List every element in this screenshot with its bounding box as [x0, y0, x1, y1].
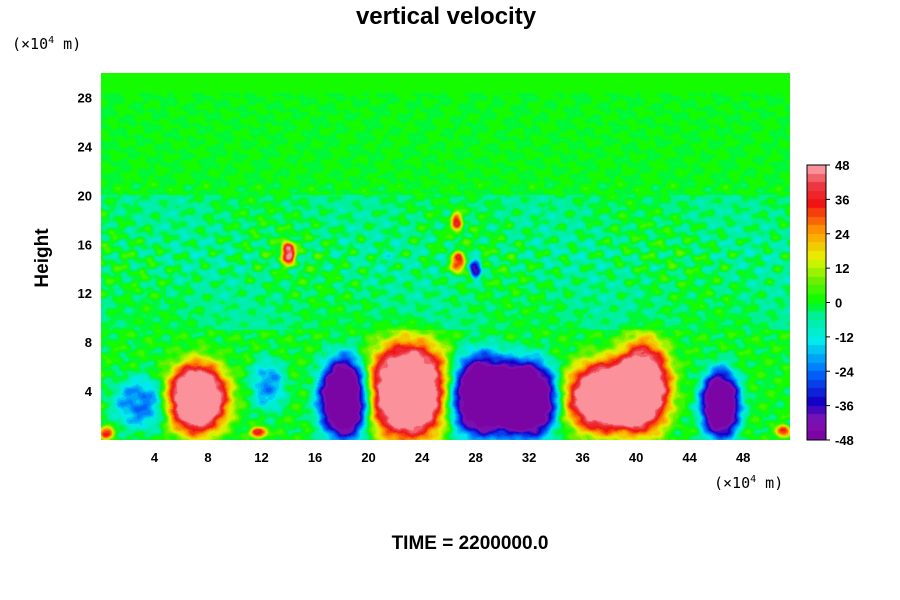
colorbar-tick-group: 48 36 24 12 0 -12 -24 -36 -48 — [826, 158, 855, 448]
x-tick-label: 48 — [736, 450, 750, 465]
x-tick-label: 36 — [575, 450, 589, 465]
colorbar-tick-label: -36 — [835, 399, 854, 414]
x-tick-label: 28 — [468, 450, 482, 465]
y-tick-label: 16 — [78, 237, 92, 252]
colorbar-tick-label: 12 — [835, 261, 849, 276]
colorbar: 48 36 24 12 0 -12 -24 -36 -48 — [806, 158, 855, 448]
colorbar-tick-label: 36 — [835, 192, 849, 207]
y-axis-unit: (×104 m) — [12, 35, 81, 53]
x-tick-label: 44 — [682, 450, 697, 465]
x-tick-label: 16 — [308, 450, 322, 465]
x-tick-label: 4 — [151, 450, 159, 465]
x-tick-label: 40 — [629, 450, 643, 465]
colorbar-tick-label: -48 — [835, 433, 854, 448]
x-tick-label: 20 — [361, 450, 375, 465]
y-axis-label: Height — [32, 228, 53, 288]
x-tick-label: 24 — [415, 450, 430, 465]
colorbar-tick-label: 0 — [835, 296, 842, 311]
colorbar-tick-label: 48 — [835, 158, 849, 173]
colorbar-tick-label: -12 — [835, 330, 854, 345]
plot-area — [101, 73, 790, 440]
colorbar-tick-label: -24 — [835, 364, 855, 379]
heatmap-field — [101, 73, 790, 440]
y-tick-label: 24 — [78, 139, 93, 154]
x-tick-label: 12 — [254, 450, 268, 465]
y-tick-group: 4 8 12 16 20 24 28 — [78, 90, 93, 399]
colorbar-scale — [807, 165, 826, 440]
colorbar-tick-label: 24 — [835, 227, 850, 242]
chart-title: vertical velocity — [356, 3, 537, 30]
x-tick-label: 8 — [204, 450, 211, 465]
x-tick-group: 4 8 12 16 20 24 28 32 36 40 44 48 — [151, 450, 751, 465]
y-tick-label: 28 — [78, 90, 92, 105]
y-tick-label: 20 — [78, 188, 92, 203]
y-tick-label: 8 — [85, 335, 92, 350]
x-tick-label: 32 — [522, 450, 536, 465]
y-tick-label: 4 — [85, 384, 93, 399]
y-tick-label: 12 — [78, 286, 92, 301]
x-axis-unit: (×104 m) — [714, 474, 783, 492]
time-label: TIME = 2200000.0 — [392, 533, 549, 554]
